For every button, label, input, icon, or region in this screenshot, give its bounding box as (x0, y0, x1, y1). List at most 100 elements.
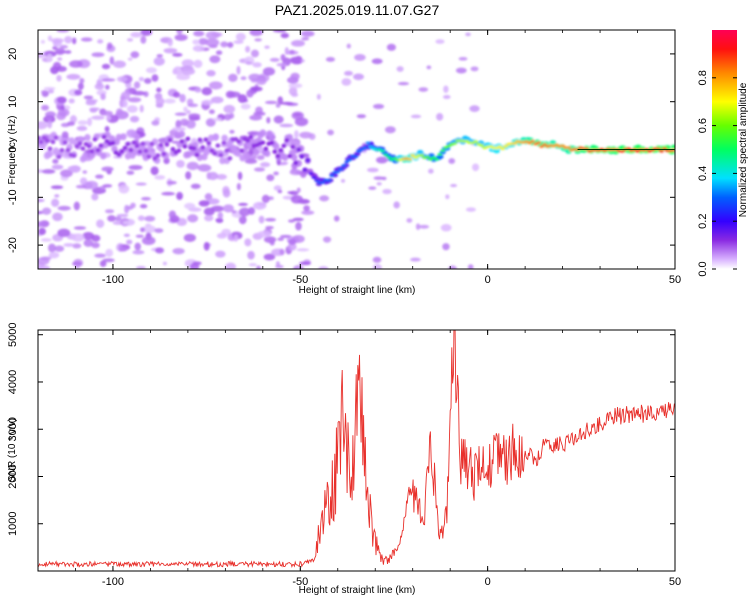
spectrogram-noise-speckle (192, 45, 205, 52)
spectrogram-noise-speckle (354, 54, 366, 61)
spectrogram-noise-speckle (222, 189, 231, 198)
spectrogram-ridge-core (278, 148, 284, 153)
spectrogram-noise-speckle (41, 104, 50, 111)
spectrogram-ridge-core (50, 139, 56, 145)
spectrogram-ridge-core (443, 146, 449, 149)
spectrogram-noise-speckle (101, 78, 116, 82)
spectrogram-noise-speckle (287, 139, 301, 148)
spectrogram-noise-speckle (55, 47, 66, 56)
snr-y-tick-label: 3000 (7, 417, 19, 441)
spectrogram-ridge-core (503, 144, 509, 148)
chart-title: PAZ1.2025.019.11.07.G27 (275, 2, 440, 18)
spectrogram-noise-speckle (455, 67, 467, 74)
spectrogram-ridge-core (116, 152, 122, 158)
spectrogram-noise-speckle (442, 243, 450, 251)
spectrogram-noise-speckle (172, 68, 178, 75)
spectrogram-ridge-core (290, 144, 296, 150)
spectrogram-noise-speckle (185, 171, 192, 180)
spectrogram-ridge-core (326, 179, 332, 182)
spectrogram-noise-speckle (66, 73, 81, 80)
spectrogram-ridge-halo (84, 134, 91, 142)
spectrogram-noise-speckle (107, 215, 116, 222)
spectrogram-noise-speckle (289, 49, 295, 55)
snr-x-tick-label: 0 (485, 576, 491, 588)
spectrogram-noise-speckle (54, 245, 65, 252)
spectrogram-ridge-core (380, 149, 386, 153)
spectrogram-noise-speckle (284, 47, 289, 55)
spectrogram-ridge-core (134, 143, 140, 149)
spectrogram-noise-speckle (96, 219, 105, 228)
spectrogram-noise-speckle (163, 47, 178, 54)
spectrogram-ridge-core (488, 145, 494, 148)
spectrogram-ridge-core (218, 152, 224, 158)
spectrogram-noise-speckle (240, 76, 247, 81)
spectrogram-noise-speckle (248, 73, 262, 82)
spectrogram-noise-speckle (59, 45, 69, 49)
spectrogram-noise-speckle (60, 169, 73, 178)
spectrogram-ridge-core (239, 148, 245, 153)
spectrogram-noise-speckle (186, 110, 191, 115)
spectrogram-ridge-core (446, 144, 452, 148)
spectrogram-ridge-core (86, 143, 92, 149)
spectrogram-noise-speckle (372, 264, 382, 269)
spectrogram-ridge-core (149, 141, 155, 147)
spectrogram-ridge-halo (133, 133, 141, 141)
spectrogram-noise-speckle (288, 238, 297, 246)
spectrogram-noise-speckle (176, 191, 183, 200)
spectrogram-noise-speckle (373, 176, 385, 180)
spectrogram-noise-speckle (52, 46, 58, 50)
spectrogram-noise-speckle (54, 194, 60, 198)
spectrogram-ridge-core (53, 135, 59, 140)
spectrogram-noise-speckle (75, 184, 87, 189)
spectrogram-noise-speckle (220, 41, 229, 48)
spectrogram-ridge-halo (99, 152, 107, 160)
spectrogram-noise-speckle (87, 117, 93, 127)
spectrogram-ridge-halo (306, 168, 314, 174)
spectrogram-noise-speckle (156, 87, 162, 93)
spectrogram-noise-speckle (166, 180, 177, 185)
spectrogram-noise-speckle (91, 242, 100, 249)
spectrogram-noise-speckle (192, 261, 202, 266)
spectrogram-noise-speckle (215, 50, 223, 55)
spectrogram-noise-speckle (291, 92, 299, 97)
spectrogram-noise-speckle (346, 43, 351, 49)
spectrogram-noise-speckle (249, 114, 263, 121)
spectrogram-noise-speckle (141, 196, 151, 201)
spectrogram-noise-speckle (252, 62, 262, 68)
spectrogram-ridge-core (434, 158, 440, 161)
spectrogram-noise-speckle (154, 175, 166, 180)
spectrogram-ridge-halo (252, 148, 260, 156)
spectrogram-ridge-core (167, 137, 173, 143)
spectrogram-ridge-core (275, 153, 281, 159)
spectrogram-noise-speckle (138, 76, 145, 82)
spectrogram-noise-speckle (410, 114, 422, 119)
spectrogram-noise-speckle (269, 240, 275, 246)
spectrogram-ridge-core (527, 141, 533, 145)
spectrogram-noise-speckle (237, 94, 248, 104)
spectrogram-noise-speckle (352, 73, 365, 81)
spectrogram-noise-speckle (172, 52, 183, 57)
spectrogram-noise-speckle (275, 261, 280, 267)
spectrogram-ridge-core (44, 138, 50, 144)
spectrogram-ridge-core (311, 176, 317, 179)
spectrogram-noise-speckle (89, 107, 100, 111)
spectrogram-noise-speckle (190, 183, 201, 189)
spectrogram-noise-speckle (290, 72, 300, 80)
spectrogram-noise-speckle (296, 248, 310, 252)
spectrogram-ridge-halo (264, 149, 271, 157)
spectrogram-noise-speckle (296, 187, 301, 193)
spectrogram-noise-speckle (153, 57, 165, 66)
spectrogram-ridge-halo (354, 151, 361, 157)
spectrogram-ridge-halo (268, 133, 276, 141)
spectrogram-noise-speckle (239, 207, 251, 217)
spectrogram-ridge-core (203, 137, 209, 142)
spectrogram-noise-speckle (40, 90, 48, 94)
spectrogram-noise-speckle (368, 186, 377, 190)
colorbar-tick-label: 0.4 (697, 166, 709, 181)
spectrogram-ridge-core (89, 149, 95, 154)
spectrogram-noise-speckle (155, 247, 165, 254)
spectrogram-noise-speckle (181, 59, 194, 68)
spectrogram-noise-speckle (275, 103, 281, 108)
spectrogram-noise-speckle (94, 253, 106, 258)
spectrogram-noise-speckle (133, 81, 141, 89)
